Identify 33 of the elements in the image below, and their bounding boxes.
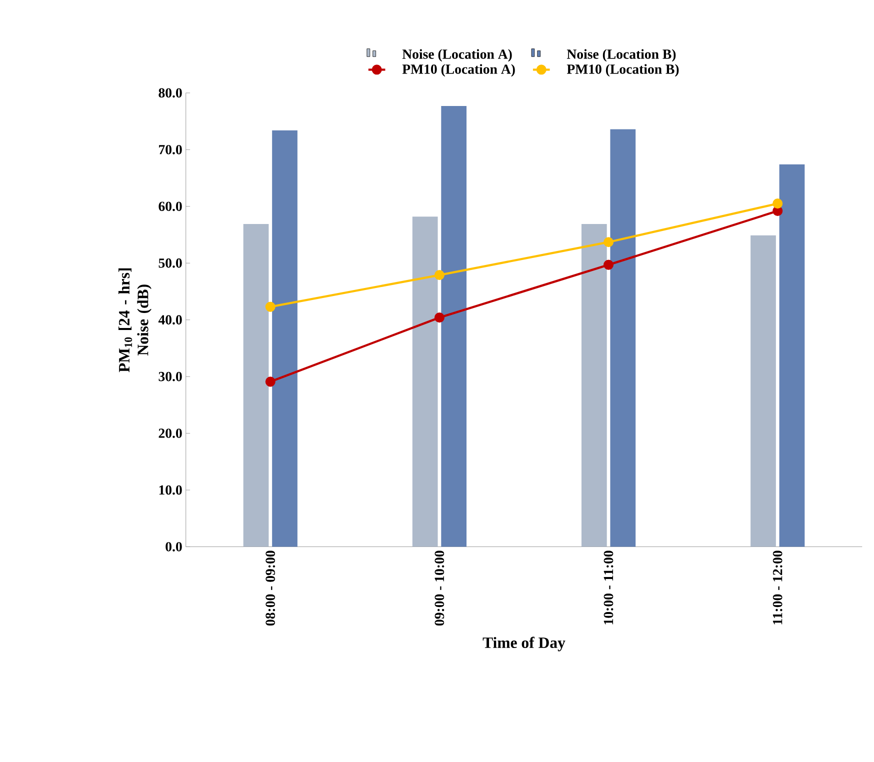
bar: [272, 130, 298, 547]
bar: [243, 224, 269, 547]
bar: [581, 224, 607, 547]
point: [604, 260, 614, 270]
bar: [441, 106, 467, 547]
point: [434, 312, 444, 322]
legend-label: PM10 (Location B): [566, 64, 679, 76]
y-tick-label: 0.0: [166, 542, 182, 552]
x-tick-label: 11:00 - 12:00: [772, 550, 782, 624]
bar: [779, 164, 805, 547]
y-tick-label: 10.0: [159, 485, 182, 495]
point: [434, 270, 444, 280]
bar: [412, 216, 438, 547]
x-axis-title: Time of Day: [482, 636, 566, 652]
y-tick-label: 20.0: [158, 428, 182, 438]
x-tick-label: 08:00 - 09:00: [266, 550, 276, 626]
legend-label: PM10 (Location A): [402, 64, 515, 76]
legend-label: Noise (Location A): [402, 48, 512, 62]
point: [604, 236, 614, 248]
point: [265, 376, 276, 387]
y-tick-label: 40.0: [158, 315, 182, 324]
y-tick-label: 60.0: [158, 202, 182, 211]
y-tick-label: 80.0: [158, 88, 182, 98]
legend-label: Noise (Location B): [566, 48, 676, 62]
x-tick-label: 09:00 - 10:00: [434, 550, 444, 626]
y-tick-label: 50.0: [158, 258, 182, 268]
bar: [750, 235, 776, 547]
y-tick-label: 30.0: [158, 372, 182, 382]
point: [772, 198, 783, 208]
x-tick-label: 10:00 - 11:00: [604, 550, 614, 624]
y-tick-label: 70.0: [159, 144, 182, 154]
point: [265, 302, 276, 312]
bar: [610, 129, 636, 547]
